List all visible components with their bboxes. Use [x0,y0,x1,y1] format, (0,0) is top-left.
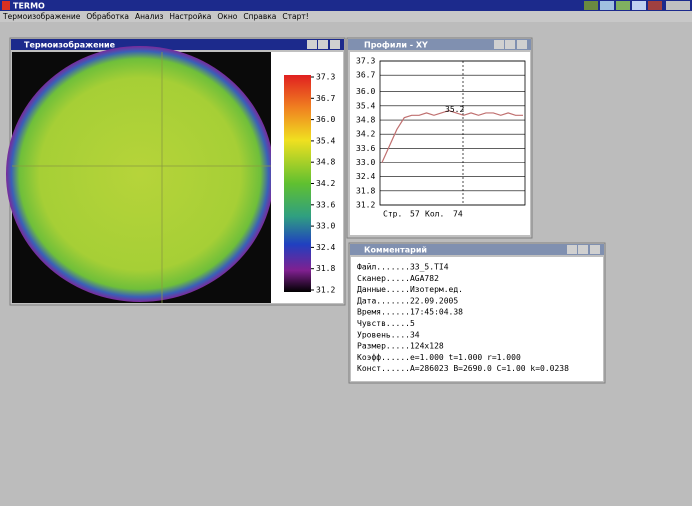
y-tick-label: 36.7 [356,71,375,80]
tool-button[interactable] [616,1,630,10]
window-title: Комментарий [364,246,427,255]
scale-label: 34.8 [316,158,335,167]
comment-line: Сканер.....AGA782 [357,274,439,283]
screen: TERMO Термоизображение Обработка Анализ Нас… [0,0,692,506]
profile-panel [350,52,530,235]
thermal-object [6,46,274,302]
window-buttons[interactable] [666,1,690,10]
window-controls[interactable] [307,40,340,49]
comment-line: Уровень....34 [357,330,420,339]
profile-footer: Кол. [425,210,444,219]
menu-item[interactable]: Анализ [135,12,163,21]
tool-button[interactable] [600,1,614,10]
scale-label: 31.2 [316,286,335,295]
comment-line: Данные.....Изотерм.ед. [357,285,463,294]
window-title: Термоизображение [24,40,116,50]
menu-item[interactable]: Обработка [86,12,129,21]
comment-line: Файл.......33_5.TI4 [357,263,449,272]
menu-item[interactable]: Настройка [169,12,211,21]
comment-line: Время......17:45:04.38 [357,308,463,317]
y-tick-label: 32.4 [356,172,375,181]
color-scale [284,75,311,292]
y-tick-label: 33.0 [356,158,375,167]
scale-label: 34.2 [316,179,335,188]
y-tick-label: 31.2 [356,201,375,210]
profile-footer: 74 [453,210,463,219]
scale-label: 36.7 [316,94,335,103]
comment-line: Чувств.....5 [357,319,415,328]
comment-line: Конст......A=286023 B=2690.0 C=1.00 k=0.… [357,364,569,373]
scale-label: 32.4 [316,243,335,252]
tool-button[interactable] [648,1,662,10]
scale-label: 35.4 [316,136,335,145]
comment-line: Размер.....124x128 [357,342,444,351]
comment-line: Дата.......22.09.2005 [357,296,458,305]
y-tick-label: 35.4 [356,101,375,110]
y-tick-label: 36.0 [356,87,375,96]
y-tick-label: 37.3 [356,57,375,66]
menu-item[interactable]: Окно [217,12,237,21]
y-tick-label: 34.2 [356,130,375,139]
menu-item[interactable]: Термоизображение [2,12,81,21]
window-controls[interactable] [494,40,527,49]
y-tick-label: 31.8 [356,186,375,195]
scale-label: 33.6 [316,200,335,209]
scale-label: 37.3 [316,73,335,82]
tool-button[interactable] [584,1,598,10]
y-tick-label: 33.6 [356,144,375,153]
comment-line: Коэфф......e=1.000 t=1.000 r=1.000 [357,353,521,362]
profile-footer: 57 [410,210,420,219]
scale-label: 31.8 [316,264,335,273]
profile-footer: Стр. [383,210,402,219]
tool-button[interactable] [632,1,646,10]
profile-annotation: 35.2 [445,105,464,114]
scale-label: 33.0 [316,222,335,231]
scale-label: 36.0 [316,115,335,124]
window-controls[interactable] [567,245,600,254]
app-icon [2,1,10,10]
app-title: TERMO [13,2,45,11]
window-title: Профили - XY [364,41,428,50]
menu-item[interactable]: Старт! [282,12,308,21]
menu-item[interactable]: Справка [243,12,276,21]
y-tick-label: 34.8 [356,116,375,125]
